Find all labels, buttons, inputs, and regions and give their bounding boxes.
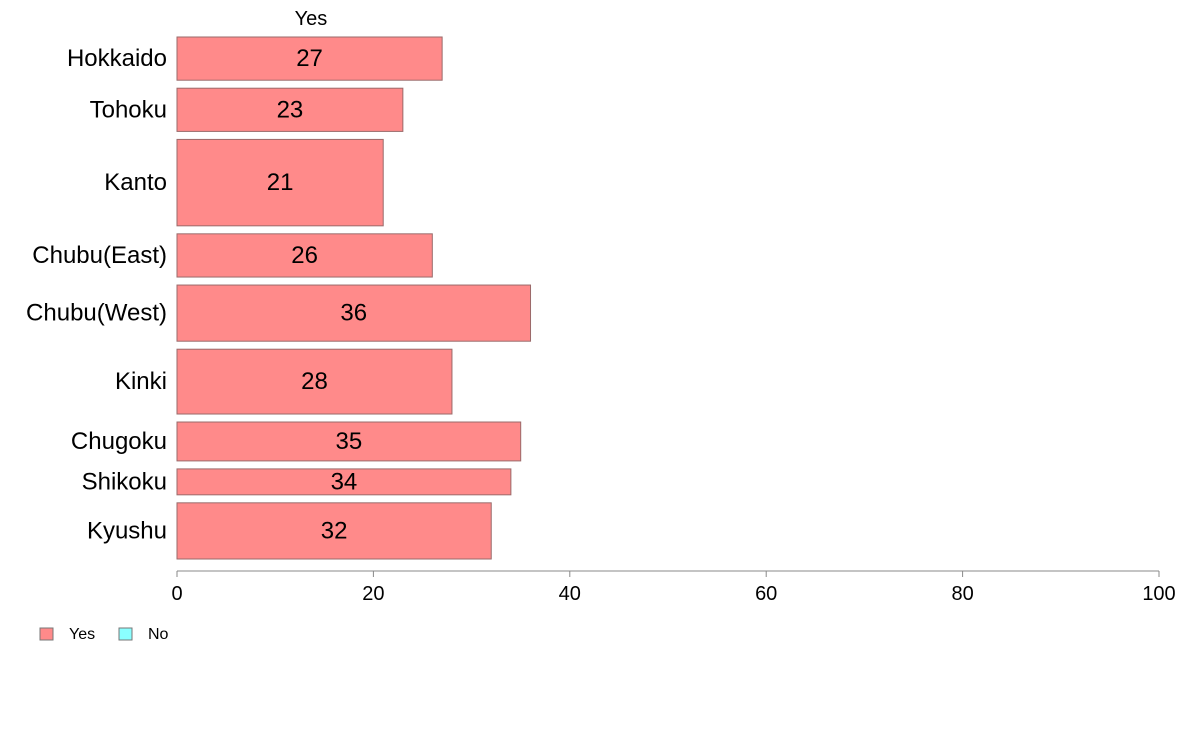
category-label: Shikoku [82, 468, 167, 495]
data-label: 28 [301, 368, 328, 395]
category-label: Chubu(East) [32, 242, 167, 269]
x-tick-label: 60 [755, 583, 777, 605]
bar-chubu-west- [176, 284, 532, 342]
bar-shikoku [176, 468, 512, 496]
panel-title: Yes [295, 8, 328, 30]
x-tick-label: 100 [1142, 583, 1175, 605]
bar-chubu-east- [176, 233, 433, 278]
data-label: 34 [331, 468, 358, 495]
category-label: Hokkaido [67, 45, 167, 72]
x-tick-label: 0 [171, 583, 182, 605]
bar-kanto [176, 138, 384, 227]
bar-kyushu [176, 502, 492, 560]
x-tick-label: 40 [559, 583, 581, 605]
bar-chugoku [176, 421, 522, 462]
category-label: Kanto [104, 169, 167, 196]
legend-label-yes: Yes [69, 626, 95, 643]
category-label: Kinki [115, 368, 167, 395]
category-label: Tohoku [90, 96, 167, 123]
legend: Yes No [39, 626, 169, 643]
data-label: 26 [291, 242, 318, 269]
data-label: 23 [277, 96, 304, 123]
legend-swatch-yes [39, 627, 54, 641]
category-label: Kyushu [87, 517, 167, 544]
x-tick-label: 20 [362, 583, 384, 605]
data-label: 35 [335, 428, 362, 455]
legend-swatch-no [118, 627, 133, 641]
x-tick-label: 80 [951, 583, 973, 605]
x-axis: 0 20 40 60 80 100 [171, 570, 1176, 605]
bar-kinki [176, 348, 453, 415]
data-label: 32 [321, 517, 348, 544]
data-label: 36 [340, 300, 367, 327]
bar-tohoku [176, 87, 404, 132]
legend-label-no: No [148, 626, 169, 643]
bar-hokkaido [176, 36, 443, 81]
data-label: 21 [267, 169, 294, 196]
category-label: Chugoku [71, 428, 167, 455]
category-label: Chubu(West) [26, 300, 167, 327]
data-label: 27 [296, 45, 323, 72]
bars-group: Hokkaido 27 Tohoku 23 Kanto 21 Chubu(East) 26 Ch… [26, 36, 532, 560]
